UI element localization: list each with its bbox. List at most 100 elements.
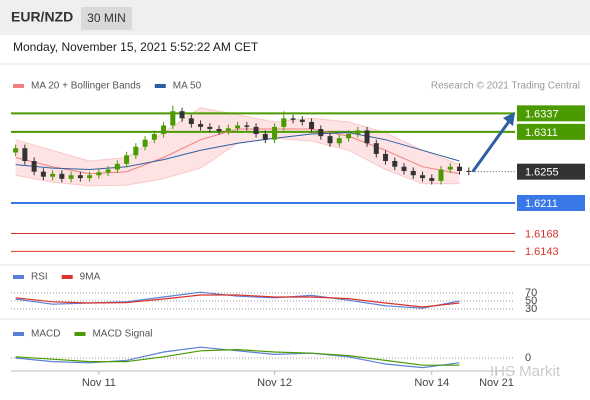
candle	[410, 167, 416, 179]
candle-body	[281, 118, 287, 127]
candle-body	[392, 161, 398, 167]
candle-body	[216, 129, 222, 132]
candle-body	[133, 146, 139, 156]
candle-body	[142, 139, 148, 147]
candle-body	[161, 125, 167, 134]
x-tick-label: Nov 21	[479, 377, 514, 389]
candle	[420, 171, 426, 182]
level-label: 1.6311	[525, 127, 558, 139]
y-tick-label: 50	[525, 295, 537, 307]
candle	[22, 144, 28, 165]
legend-label: MACD	[31, 329, 60, 340]
candle-body	[225, 128, 231, 132]
candle	[253, 123, 259, 138]
candle	[309, 118, 315, 133]
candle-body	[290, 118, 296, 120]
candle	[272, 123, 278, 144]
legend-swatch	[13, 84, 24, 88]
candle	[77, 171, 83, 182]
candle	[281, 111, 287, 131]
current-price-label: 1.6255	[525, 167, 559, 179]
candle-body	[68, 175, 74, 179]
candle-body	[207, 126, 213, 130]
indicator-line	[15, 294, 460, 308]
candle-body	[318, 129, 324, 137]
candle	[244, 121, 250, 131]
candle-body	[336, 138, 342, 144]
candle	[50, 170, 56, 181]
candle-body	[40, 171, 46, 177]
y-tick-label: 30	[525, 303, 537, 315]
symbol: EUR/NZD	[11, 9, 73, 25]
candle	[346, 130, 352, 142]
candle-body	[364, 130, 370, 144]
candle	[373, 139, 379, 158]
candle-body	[114, 163, 120, 170]
candle-body	[188, 118, 194, 125]
level-label: 1.6211	[525, 198, 558, 210]
candle-body	[309, 121, 315, 130]
level-box	[517, 194, 585, 211]
candle	[438, 165, 444, 185]
candle-body	[253, 126, 259, 134]
candle	[13, 144, 19, 157]
candle	[447, 163, 453, 174]
x-tick-label: Nov 11	[82, 377, 116, 389]
candle-body	[13, 148, 19, 153]
legend-swatch	[61, 275, 73, 279]
legend-swatch	[13, 275, 24, 279]
timeframe[interactable]: 30 MIN	[87, 11, 126, 25]
legend-label: 9MA	[80, 272, 101, 283]
candle-body	[383, 153, 389, 162]
timeframe-button[interactable]	[81, 7, 132, 30]
indicator-line	[15, 348, 460, 366]
bollinger-band	[15, 107, 460, 186]
x-tick-label: Nov 12	[257, 377, 292, 389]
moving-average	[15, 132, 460, 171]
candle	[198, 120, 204, 131]
credit: Research © 2021 Trading Central	[431, 81, 580, 92]
candle	[188, 114, 194, 128]
candle-body	[151, 133, 157, 140]
level-label: 1.6337	[525, 108, 559, 120]
candle-body	[22, 148, 28, 162]
candle-body	[401, 166, 407, 171]
candle	[225, 124, 231, 135]
candle	[383, 150, 389, 165]
candle-body	[179, 111, 185, 119]
candle-body	[124, 155, 130, 164]
candle-body	[410, 170, 416, 176]
candle-body	[262, 133, 268, 140]
level-box	[517, 123, 585, 140]
candle	[179, 107, 185, 122]
candle-body	[447, 166, 453, 170]
level-label: 1.6143	[525, 246, 559, 258]
candle-body	[355, 130, 361, 134]
candle	[133, 143, 139, 159]
candle-body	[198, 124, 204, 127]
candle-body	[244, 125, 250, 127]
current-price-box	[517, 163, 585, 180]
candle	[355, 126, 361, 138]
candle-body	[438, 169, 444, 181]
candle-body	[299, 119, 305, 122]
candle	[40, 168, 46, 181]
candle-body	[429, 178, 435, 181]
candle	[87, 171, 93, 182]
candle	[207, 123, 213, 133]
candle	[59, 170, 65, 183]
candle-body	[327, 136, 333, 144]
candle-body	[235, 125, 241, 129]
candle-body	[346, 133, 352, 139]
level-label: 1.6168	[525, 228, 559, 240]
candle	[105, 165, 111, 176]
candle-body	[59, 173, 65, 179]
legend-label: MACD Signal	[92, 329, 152, 340]
datetime: Monday, November 15, 2021 5:52:22 AM CET	[13, 40, 259, 54]
candle	[457, 163, 463, 175]
legend-label: MA 50	[173, 81, 202, 92]
candle-body	[457, 166, 463, 171]
candle	[290, 114, 296, 124]
y-tick-label: 70	[525, 287, 537, 299]
candle-body	[77, 175, 83, 179]
